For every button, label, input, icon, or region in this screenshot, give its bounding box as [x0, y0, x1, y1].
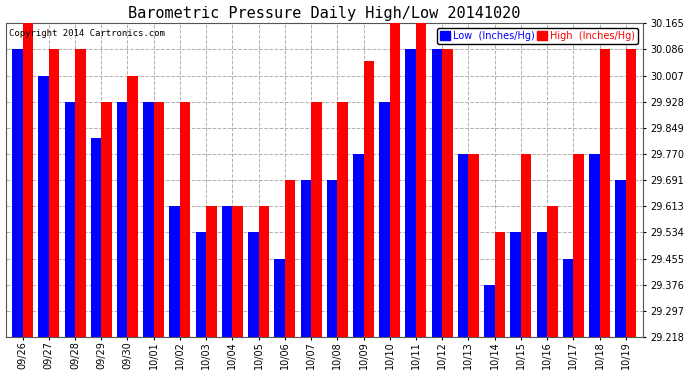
Bar — [537, 232, 547, 337]
Bar — [615, 180, 626, 337]
Bar — [380, 102, 390, 337]
Bar — [327, 180, 337, 337]
Text: Copyright 2014 Cartronics.com: Copyright 2014 Cartronics.com — [9, 29, 165, 38]
Bar — [573, 154, 584, 337]
Bar — [285, 180, 295, 337]
Bar — [589, 154, 600, 337]
Bar — [275, 259, 285, 337]
Bar — [117, 102, 128, 337]
Bar — [39, 75, 49, 337]
Bar — [196, 232, 206, 337]
Bar — [65, 102, 75, 337]
Bar — [547, 206, 558, 337]
Bar — [75, 50, 86, 337]
Bar — [154, 102, 164, 337]
Bar — [180, 102, 190, 337]
Legend: Low  (Inches/Hg), High  (Inches/Hg): Low (Inches/Hg), High (Inches/Hg) — [437, 28, 638, 44]
Bar — [222, 206, 233, 337]
Bar — [442, 50, 453, 337]
Bar — [248, 232, 259, 337]
Title: Barometric Pressure Daily High/Low 20141020: Barometric Pressure Daily High/Low 20141… — [128, 6, 520, 21]
Bar — [563, 259, 573, 337]
Bar — [416, 23, 426, 337]
Bar — [432, 50, 442, 337]
Bar — [495, 232, 505, 337]
Bar — [170, 206, 180, 337]
Bar — [484, 285, 495, 337]
Bar — [390, 23, 400, 337]
Bar — [233, 206, 243, 337]
Bar — [311, 102, 322, 337]
Bar — [101, 102, 112, 337]
Bar — [458, 154, 469, 337]
Bar — [353, 154, 364, 337]
Bar — [206, 206, 217, 337]
Bar — [337, 102, 348, 337]
Bar — [144, 102, 154, 337]
Bar — [521, 154, 531, 337]
Bar — [406, 50, 416, 337]
Bar — [49, 50, 59, 337]
Bar — [91, 138, 101, 337]
Bar — [364, 61, 374, 337]
Bar — [128, 75, 138, 337]
Bar — [259, 206, 269, 337]
Bar — [511, 232, 521, 337]
Bar — [12, 50, 23, 337]
Bar — [626, 50, 636, 337]
Bar — [301, 180, 311, 337]
Bar — [23, 23, 33, 337]
Bar — [469, 154, 479, 337]
Bar — [600, 50, 610, 337]
